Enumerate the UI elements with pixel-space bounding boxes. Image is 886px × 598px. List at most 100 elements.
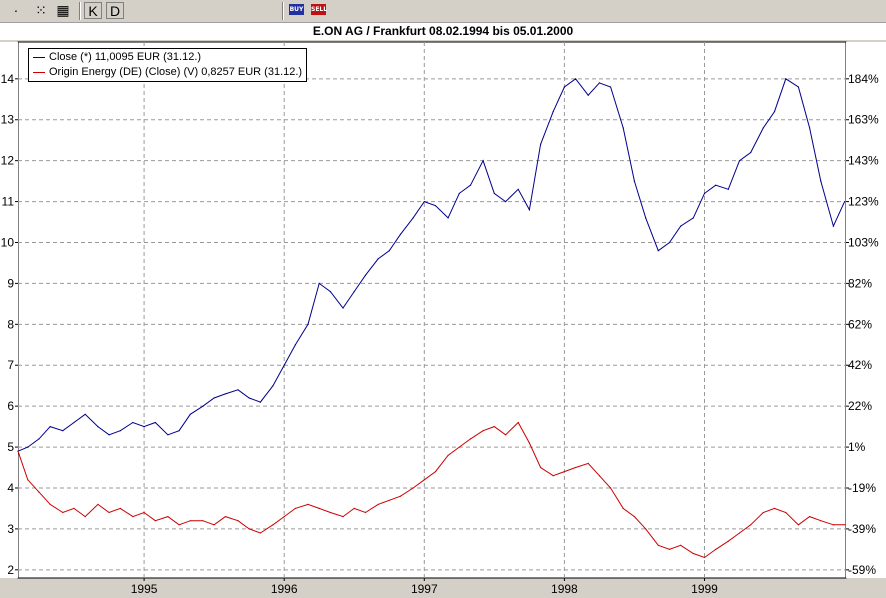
data-point-1 xyxy=(237,520,239,522)
data-point-0 xyxy=(773,111,776,113)
data-point-1 xyxy=(38,491,40,493)
data-point-1 xyxy=(633,516,636,518)
y-right-tick-label: 163% xyxy=(848,113,879,127)
data-point-1 xyxy=(832,524,835,526)
legend-entry-eon[interactable]: Close (*) 11,0095 EUR (31.12.) xyxy=(33,50,302,65)
data-point-1 xyxy=(809,516,811,518)
data-point-0 xyxy=(750,151,752,154)
data-point-0 xyxy=(154,421,156,424)
y-right-tick-label: 123% xyxy=(848,195,879,209)
data-point-0 xyxy=(633,180,636,182)
data-point-1 xyxy=(132,516,134,518)
data-point-0 xyxy=(342,307,344,309)
data-point-1 xyxy=(820,520,822,522)
y-tick-label: 13 xyxy=(1,113,15,127)
d-button[interactable]: D xyxy=(106,2,124,19)
data-point-0 xyxy=(307,323,309,325)
data-point-0 xyxy=(657,250,659,252)
toolbar: · ⁙ ▦ K D BUY SELL xyxy=(0,0,886,23)
y-right-tick-label: 62% xyxy=(848,317,872,331)
data-point-0 xyxy=(213,397,215,399)
toolbar-separator xyxy=(79,2,81,20)
data-point-0 xyxy=(189,413,191,415)
y-tick-label: 10 xyxy=(1,235,15,249)
data-point-1 xyxy=(307,503,309,505)
data-point-1 xyxy=(727,540,729,542)
data-point-0 xyxy=(762,127,764,129)
data-point-1 xyxy=(434,471,437,473)
dots-style-button[interactable]: ⁙ xyxy=(35,2,47,18)
data-point-1 xyxy=(469,438,472,440)
series-lines xyxy=(17,78,846,559)
data-point-0 xyxy=(73,421,75,424)
buy-icon[interactable]: BUY xyxy=(289,4,304,15)
y-tick-label: 12 xyxy=(1,154,15,168)
data-point-1 xyxy=(202,520,204,522)
data-point-0 xyxy=(224,393,226,395)
y-tick-label: 3 xyxy=(7,522,14,536)
data-point-1 xyxy=(248,528,250,530)
data-point-0 xyxy=(178,430,180,432)
data-point-0 xyxy=(364,274,367,276)
data-point-0 xyxy=(84,413,86,415)
data-point-1 xyxy=(318,507,320,509)
legend: Close (*) 11,0095 EUR (31.12.) Origin En… xyxy=(28,48,308,82)
data-point-0 xyxy=(458,192,460,194)
sell-icon[interactable]: SELL xyxy=(311,4,328,15)
y-right-tick-label: 103% xyxy=(848,235,879,249)
data-point-0 xyxy=(62,430,64,432)
data-point-0 xyxy=(248,397,250,399)
data-point-1 xyxy=(224,516,226,518)
data-point-1 xyxy=(108,511,110,514)
legend-swatch-blue xyxy=(33,56,45,58)
data-point-0 xyxy=(797,86,800,88)
data-point-1 xyxy=(294,507,296,509)
data-point-0 xyxy=(715,184,717,186)
y-right-tick-label: 22% xyxy=(848,399,872,413)
data-point-1 xyxy=(610,487,612,489)
y-tick-label: 9 xyxy=(7,276,14,290)
series-line-0 xyxy=(17,78,846,452)
y-tick-label: 11 xyxy=(2,195,15,209)
data-point-1 xyxy=(364,511,367,514)
data-point-1 xyxy=(62,511,64,514)
data-point-0 xyxy=(517,188,519,190)
legend-entry-origin[interactable]: Origin Energy (DE) (Close) (V) 0,8257 EU… xyxy=(33,65,302,80)
data-point-0 xyxy=(329,291,331,293)
data-point-1 xyxy=(552,475,554,477)
data-point-1 xyxy=(575,466,577,469)
data-point-1 xyxy=(622,507,624,509)
x-axis: 1995 1996 1997 1998 1999 xyxy=(131,578,718,596)
y-tick-label: 14 xyxy=(1,72,15,86)
data-point-1 xyxy=(505,434,507,436)
y-right-tick-label: -59% xyxy=(848,563,876,577)
y-tick-label: 7 xyxy=(7,358,14,372)
data-point-0 xyxy=(703,192,706,194)
data-point-1 xyxy=(598,475,601,477)
data-point-0 xyxy=(680,225,682,227)
data-point-1 xyxy=(785,511,787,514)
grid-style-button[interactable]: ▦ xyxy=(56,2,70,18)
data-point-0 xyxy=(202,405,204,407)
k-button[interactable]: K xyxy=(84,2,102,19)
data-point-1 xyxy=(189,520,191,522)
data-point-1 xyxy=(645,528,647,530)
data-point-0 xyxy=(143,426,145,428)
data-point-0 xyxy=(493,192,495,194)
y-tick-label: 5 xyxy=(7,440,14,454)
data-point-0 xyxy=(832,225,835,227)
y-right-tick-label: 1% xyxy=(848,440,866,454)
data-point-1 xyxy=(493,426,495,428)
data-point-1 xyxy=(178,524,180,526)
data-point-0 xyxy=(552,111,554,113)
x-tick-label: 1999 xyxy=(691,582,718,596)
dot-style-button[interactable]: · xyxy=(13,2,19,18)
data-point-1 xyxy=(715,548,717,550)
chart-title: E.ON AG / Frankfurt 08.02.1994 bis 05.01… xyxy=(312,24,574,38)
data-point-0 xyxy=(377,258,379,260)
toolbar-separator xyxy=(282,2,284,20)
data-point-1 xyxy=(97,503,99,505)
chart-title-bar: ▼ E.ON AG / Frankfurt 08.02.1994 bis 05.… xyxy=(0,23,886,58)
data-point-1 xyxy=(49,503,51,505)
data-point-1 xyxy=(563,471,566,473)
